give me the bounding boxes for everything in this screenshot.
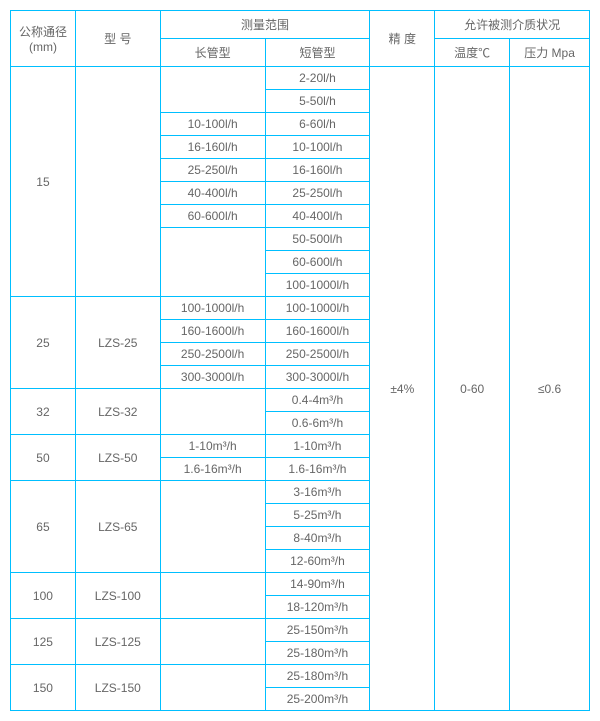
cell-dn: 100 (11, 573, 76, 619)
cell-dn: 50 (11, 435, 76, 481)
cell-long-tube (160, 665, 265, 711)
cell-short-tube: 25-200m³/h (265, 688, 370, 711)
cell-long-tube: 40-400l/h (160, 182, 265, 205)
cell-dn: 125 (11, 619, 76, 665)
cell-dn: 25 (11, 297, 76, 389)
cell-short-tube: 300-3000l/h (265, 366, 370, 389)
cell-long-tube (160, 619, 265, 665)
header-long-tube: 长管型 (160, 39, 265, 67)
cell-model: LZS-65 (75, 481, 160, 573)
cell-long-tube (160, 481, 265, 573)
cell-dn: 65 (11, 481, 76, 573)
cell-short-tube: 160-1600l/h (265, 320, 370, 343)
table-row: 152-20l/h±4%0-60≤0.6 (11, 67, 590, 90)
cell-short-tube: 5-50l/h (265, 90, 370, 113)
cell-short-tube: 6-60l/h (265, 113, 370, 136)
cell-short-tube: 25-150m³/h (265, 619, 370, 642)
cell-short-tube: 50-500l/h (265, 228, 370, 251)
cell-model: LZS-100 (75, 573, 160, 619)
cell-accuracy: ±4% (370, 67, 435, 711)
spec-table: 公称通径 (mm) 型 号 测量范围 精 度 允许被测介质状况 长管型 短管型 … (10, 10, 590, 711)
cell-short-tube: 1.6-16m³/h (265, 458, 370, 481)
cell-model (75, 67, 160, 297)
cell-short-tube: 40-400l/h (265, 205, 370, 228)
header-short-tube: 短管型 (265, 39, 370, 67)
cell-dn: 32 (11, 389, 76, 435)
cell-long-tube: 300-3000l/h (160, 366, 265, 389)
cell-model: LZS-150 (75, 665, 160, 711)
header-dn-line1: 公称通径 (19, 25, 67, 39)
cell-short-tube: 25-250l/h (265, 182, 370, 205)
cell-short-tube: 100-1000l/h (265, 297, 370, 320)
cell-short-tube: 25-180m³/h (265, 642, 370, 665)
cell-long-tube: 100-1000l/h (160, 297, 265, 320)
cell-short-tube: 25-180m³/h (265, 665, 370, 688)
cell-short-tube: 250-2500l/h (265, 343, 370, 366)
cell-model: LZS-32 (75, 389, 160, 435)
cell-long-tube: 60-600l/h (160, 205, 265, 228)
cell-long-tube (160, 389, 265, 435)
header-temperature: 温度℃ (435, 39, 510, 67)
cell-temperature: 0-60 (435, 67, 510, 711)
header-model: 型 号 (75, 11, 160, 67)
header-medium: 允许被测介质状况 (435, 11, 590, 39)
cell-short-tube: 0.4-4m³/h (265, 389, 370, 412)
header-dn: 公称通径 (mm) (11, 11, 76, 67)
cell-dn: 15 (11, 67, 76, 297)
cell-short-tube: 16-160l/h (265, 159, 370, 182)
header-pressure: 压力 Mpa (510, 39, 590, 67)
cell-long-tube: 250-2500l/h (160, 343, 265, 366)
cell-short-tube: 2-20l/h (265, 67, 370, 90)
cell-short-tube: 60-600l/h (265, 251, 370, 274)
cell-short-tube: 3-16m³/h (265, 481, 370, 504)
cell-long-tube: 1.6-16m³/h (160, 458, 265, 481)
cell-dn: 150 (11, 665, 76, 711)
cell-long-tube (160, 228, 265, 297)
cell-pressure: ≤0.6 (510, 67, 590, 711)
cell-short-tube: 1-10m³/h (265, 435, 370, 458)
cell-model: LZS-25 (75, 297, 160, 389)
header-range: 测量范围 (160, 11, 370, 39)
cell-model: LZS-125 (75, 619, 160, 665)
cell-long-tube: 160-1600l/h (160, 320, 265, 343)
cell-short-tube: 18-120m³/h (265, 596, 370, 619)
cell-model: LZS-50 (75, 435, 160, 481)
cell-long-tube (160, 67, 265, 113)
header-dn-line2: (mm) (29, 40, 57, 54)
cell-short-tube: 5-25m³/h (265, 504, 370, 527)
cell-short-tube: 14-90m³/h (265, 573, 370, 596)
cell-long-tube: 16-160l/h (160, 136, 265, 159)
cell-short-tube: 8-40m³/h (265, 527, 370, 550)
cell-long-tube: 25-250l/h (160, 159, 265, 182)
cell-long-tube: 1-10m³/h (160, 435, 265, 458)
cell-long-tube (160, 573, 265, 619)
cell-short-tube: 12-60m³/h (265, 550, 370, 573)
cell-short-tube: 0.6-6m³/h (265, 412, 370, 435)
cell-short-tube: 10-100l/h (265, 136, 370, 159)
cell-short-tube: 100-1000l/h (265, 274, 370, 297)
header-accuracy: 精 度 (370, 11, 435, 67)
cell-long-tube: 10-100l/h (160, 113, 265, 136)
